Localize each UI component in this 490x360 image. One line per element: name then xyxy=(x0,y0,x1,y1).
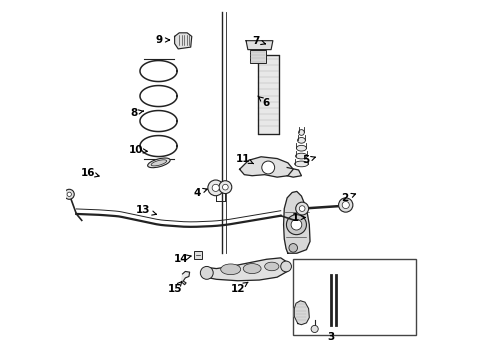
Circle shape xyxy=(212,184,220,192)
Circle shape xyxy=(291,219,302,230)
Ellipse shape xyxy=(295,153,307,159)
Text: 8: 8 xyxy=(131,108,144,118)
Ellipse shape xyxy=(147,158,170,168)
Ellipse shape xyxy=(294,161,308,167)
Text: 4: 4 xyxy=(193,188,207,198)
Bar xyxy=(194,251,202,258)
Text: 9: 9 xyxy=(156,35,170,45)
Ellipse shape xyxy=(243,264,261,274)
Polygon shape xyxy=(174,33,192,49)
Text: 2: 2 xyxy=(342,193,356,203)
Text: 13: 13 xyxy=(136,205,156,215)
Circle shape xyxy=(287,215,306,235)
Circle shape xyxy=(342,202,349,208)
Bar xyxy=(249,50,266,63)
Text: 6: 6 xyxy=(258,96,270,108)
Text: 16: 16 xyxy=(80,168,99,178)
Circle shape xyxy=(299,206,305,211)
Text: 15: 15 xyxy=(168,281,183,294)
Circle shape xyxy=(311,325,318,333)
Text: 14: 14 xyxy=(173,253,191,264)
Polygon shape xyxy=(246,41,273,50)
Bar xyxy=(258,55,279,134)
Text: 12: 12 xyxy=(231,282,248,294)
Ellipse shape xyxy=(298,130,304,135)
Ellipse shape xyxy=(296,145,306,151)
Polygon shape xyxy=(182,271,190,285)
Polygon shape xyxy=(287,167,301,177)
Text: 5: 5 xyxy=(302,156,316,165)
Circle shape xyxy=(219,181,232,194)
Circle shape xyxy=(296,202,309,215)
Polygon shape xyxy=(240,157,293,177)
Circle shape xyxy=(262,161,275,174)
Ellipse shape xyxy=(151,160,167,166)
Circle shape xyxy=(289,244,297,252)
Text: 7: 7 xyxy=(252,36,266,46)
Circle shape xyxy=(208,180,223,196)
Circle shape xyxy=(64,189,74,199)
Polygon shape xyxy=(284,192,310,253)
Bar xyxy=(293,258,416,336)
Circle shape xyxy=(222,184,228,190)
Polygon shape xyxy=(294,301,309,325)
Circle shape xyxy=(339,198,353,212)
Polygon shape xyxy=(204,258,288,281)
Text: 11: 11 xyxy=(236,154,253,164)
Text: 1: 1 xyxy=(292,212,305,222)
Circle shape xyxy=(67,192,72,197)
Circle shape xyxy=(281,261,292,272)
Ellipse shape xyxy=(265,262,279,271)
Text: 3: 3 xyxy=(327,332,334,342)
Ellipse shape xyxy=(297,138,305,143)
Ellipse shape xyxy=(220,264,241,275)
Circle shape xyxy=(200,266,213,279)
Text: 10: 10 xyxy=(129,145,147,156)
